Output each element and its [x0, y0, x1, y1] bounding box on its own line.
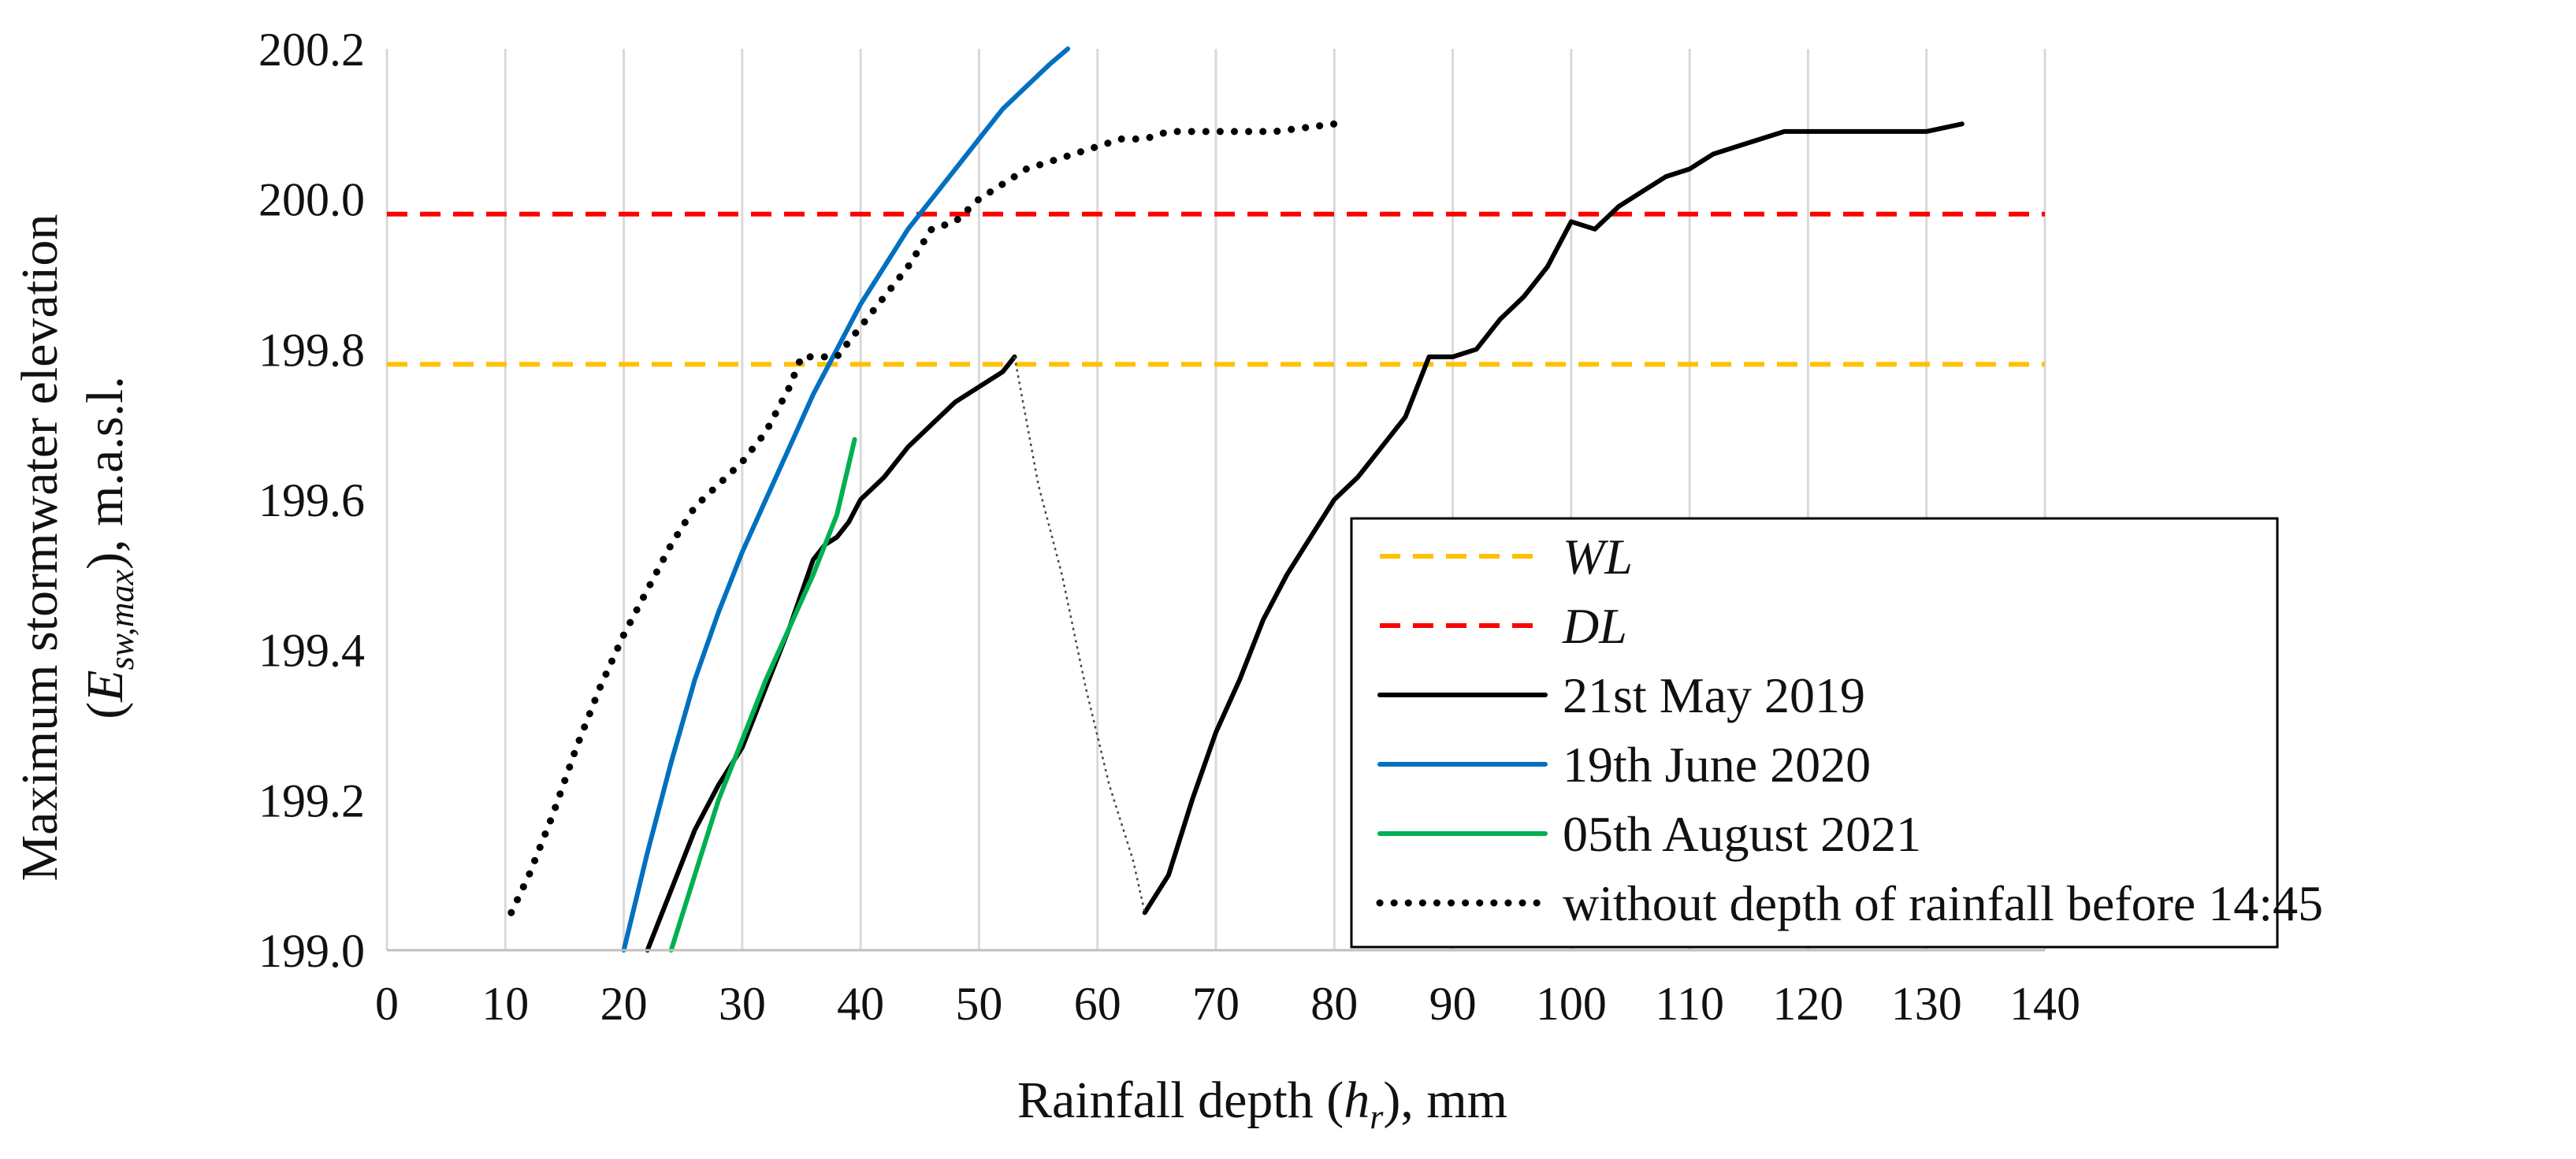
legend-label-19th-june-2020: 19th June 2020	[1563, 737, 1871, 793]
x-tick-label-90: 90	[1429, 978, 1477, 1030]
legend-box	[1350, 517, 2279, 949]
y-tick-label-199.2: 199.2	[258, 775, 365, 827]
x-tick-label-70: 70	[1192, 978, 1240, 1030]
x-tick-label-20: 20	[600, 978, 648, 1030]
legend-label-wl: WL	[1563, 529, 1633, 585]
legend-label-21st-may-2019: 21st May 2019	[1563, 667, 1865, 723]
y-tick-label-199.4: 199.4	[258, 625, 365, 677]
legend: WL DL 21st May 2019 19th June 2020 05th Augu…	[1350, 517, 2323, 949]
legend-label-dl: DL	[1562, 598, 1627, 654]
legend-label-without-depth-of-rainfall-before-14-45: without depth of rainfall before 14:45	[1563, 875, 2323, 931]
x-tick-label-140: 140	[2009, 978, 2080, 1030]
x-tick-label-100: 100	[1536, 978, 1607, 1030]
y-tick-label-199.8: 199.8	[258, 324, 365, 376]
y-axis-title: Maximum stormwater elevation (Esw,max), …	[11, 214, 141, 882]
x-tick-label-50: 50	[955, 978, 1002, 1030]
series-line-21st-may-2019	[645, 354, 1017, 953]
y-axis-title-line2: (Esw,max), m.a.s.l.	[76, 376, 141, 719]
series-line-without-depth-of-rainfall-before-14-45	[507, 120, 1338, 916]
series-line-connector	[1013, 356, 1147, 913]
series-line-21st-may-2019-continuation	[1142, 121, 1965, 916]
x-tick-label-110: 110	[1655, 978, 1724, 1030]
series-line-19th-june-2020	[621, 46, 1071, 953]
x-tick-label-10: 10	[481, 978, 529, 1030]
x-tick-label-130: 130	[1891, 978, 1962, 1030]
x-tick-label-60: 60	[1074, 978, 1121, 1030]
legend-label-05th-august-2021: 05th August 2021	[1563, 806, 1921, 862]
x-tick-label-120: 120	[1772, 978, 1843, 1030]
y-tick-label-199.6: 199.6	[258, 474, 365, 526]
series-line-05th-august-2021	[668, 436, 857, 953]
y-axis-title-line1: Maximum stormwater elevation	[11, 214, 69, 882]
x-axis-ticks: 0 10 20 30 40 50 60 70 80 90 100 110 120 130 140	[375, 978, 2080, 1030]
x-tick-label-30: 30	[719, 978, 766, 1030]
y-tick-label-199.0: 199.0	[258, 925, 365, 977]
x-tick-label-80: 80	[1310, 978, 1358, 1030]
x-axis-title: Rainfall depth (hr), mm	[1017, 1072, 1507, 1136]
y-axis-ticks: 199.0 199.2 199.4 199.6 199.8 200.0 200.2	[258, 24, 365, 977]
x-tick-label-40: 40	[837, 978, 884, 1030]
series-group	[387, 46, 2045, 953]
x-tick-label-0: 0	[375, 978, 399, 1030]
y-tick-label-200.2: 200.2	[258, 24, 365, 76]
y-tick-label-200.0: 200.0	[258, 174, 365, 226]
